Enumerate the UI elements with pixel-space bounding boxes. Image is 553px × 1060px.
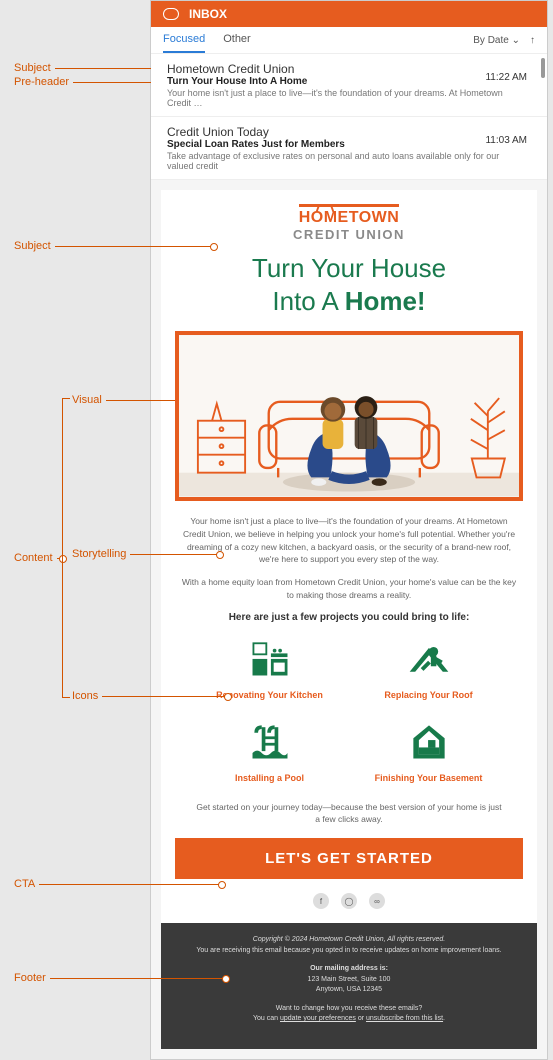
email-time: 11:03 AM — [485, 135, 527, 146]
tab-other[interactable]: Other — [223, 33, 251, 53]
annotations-layer: Subject Pre-header Subject Content Visua… — [0, 0, 150, 1060]
footer-addr-2: Anytown, USA 12345 — [316, 986, 382, 993]
ann-icons: Icons — [72, 690, 98, 702]
email-preview: Take advantage of exclusive rates on per… — [167, 151, 527, 171]
projects-grid: Renovating Your Kitchen Replacing Your R… — [175, 635, 523, 783]
email-body: HOMETOWN CREDIT UNION Turn Your House In… — [161, 190, 537, 1049]
project-kitchen-label: Renovating Your Kitchen — [195, 690, 344, 700]
sort-direction-icon[interactable]: ↑ — [530, 35, 535, 46]
footer-change: Want to change how you receive these ema… — [276, 1005, 422, 1012]
link-icon[interactable]: ∞ — [369, 893, 385, 909]
project-basement: Finishing Your Basement — [354, 718, 503, 783]
ann-subject-inbox: Subject — [14, 62, 51, 74]
footer-copyright: Copyright © 2024 Hometown Credit Union, … — [253, 936, 445, 943]
body-paragraph-1: Your home isn't just a place to live—it'… — [181, 515, 517, 566]
project-kitchen: Renovating Your Kitchen — [195, 635, 344, 700]
email-sender: Credit Union Today — [167, 125, 527, 139]
mail-icon — [163, 8, 179, 20]
unsubscribe-link[interactable]: unsubscribe from this list — [366, 1015, 443, 1022]
tab-focused[interactable]: Focused — [163, 33, 205, 53]
pool-icon — [247, 718, 293, 764]
sort-dropdown[interactable]: By Date ⌄ — [473, 35, 520, 46]
project-roof: Replacing Your Roof — [354, 635, 503, 700]
footer-addr-1: 123 Main Street, Suite 100 — [308, 976, 391, 983]
logo-top: HOMETOWN — [299, 204, 400, 227]
projects-heading: Here are just a few projects you could b… — [175, 612, 523, 623]
email-footer: Copyright © 2024 Hometown Credit Union, … — [161, 923, 537, 1049]
basement-icon — [406, 718, 452, 764]
hero-image — [175, 331, 523, 501]
cta-button[interactable]: LET'S GET STARTED — [175, 838, 523, 879]
ann-preheader: Pre-header — [14, 76, 69, 88]
project-basement-label: Finishing Your Basement — [354, 773, 503, 783]
inbox-header: INBOX — [151, 1, 547, 27]
email-subject: Special Loan Rates Just for Members — [167, 139, 527, 150]
body-paragraph-2: With a home equity loan from Hometown Cr… — [181, 576, 517, 602]
footer-addr-heading: Our mailing address is: — [310, 965, 388, 972]
email-time: 11:22 AM — [485, 72, 527, 83]
email-preview: Your home isn't just a place to live—it'… — [167, 88, 527, 108]
project-pool-label: Installing a Pool — [195, 773, 344, 783]
project-pool: Installing a Pool — [195, 718, 344, 783]
brand-logo: HOMETOWN CREDIT UNION — [175, 204, 523, 242]
email-headline: Turn Your House Into A Home! — [175, 252, 523, 317]
ann-content: Content — [14, 552, 53, 564]
ann-visual: Visual — [72, 394, 102, 406]
email-list: Hometown Credit Union Turn Your House In… — [151, 54, 547, 180]
kitchen-icon — [247, 635, 293, 681]
logo-bottom: CREDIT UNION — [175, 227, 523, 242]
ann-cta: CTA — [14, 878, 35, 890]
social-row: f ◯ ∞ — [175, 893, 523, 909]
ann-storytelling: Storytelling — [72, 548, 126, 560]
inbox-tabs-row: Focused Other By Date ⌄ ↑ — [151, 27, 547, 54]
email-subject: Turn Your House Into A Home — [167, 76, 527, 87]
ann-footer: Footer — [14, 972, 46, 984]
update-prefs-link[interactable]: update your preferences — [280, 1015, 356, 1022]
email-row[interactable]: Hometown Credit Union Turn Your House In… — [151, 54, 547, 117]
email-client: INBOX Focused Other By Date ⌄ ↑ Hometown… — [150, 0, 548, 1060]
ann-subject-body: Subject — [14, 240, 51, 252]
project-roof-label: Replacing Your Roof — [354, 690, 503, 700]
footer-reason: You are receiving this email because you… — [196, 947, 501, 954]
scrollbar-thumb[interactable] — [541, 58, 545, 78]
inbox-title: INBOX — [189, 7, 227, 21]
facebook-icon[interactable]: f — [313, 893, 329, 909]
cta-lead-text: Get started on your journey today—becaus… — [195, 801, 503, 827]
email-sender: Hometown Credit Union — [167, 62, 527, 76]
roof-icon — [406, 635, 452, 681]
instagram-icon[interactable]: ◯ — [341, 893, 357, 909]
email-row[interactable]: Credit Union Today Special Loan Rates Ju… — [151, 117, 547, 180]
chevron-down-icon: ⌄ — [512, 35, 520, 46]
